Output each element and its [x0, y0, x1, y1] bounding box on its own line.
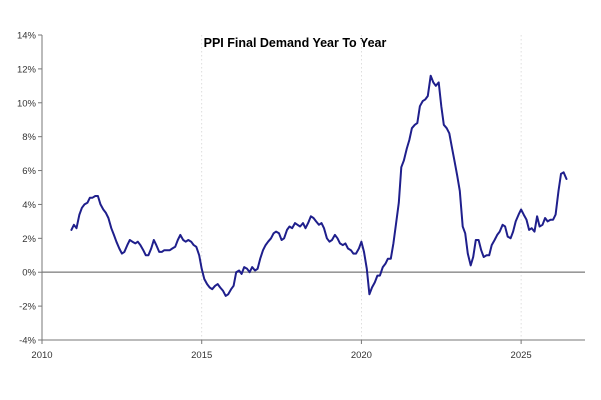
y-tick-label: 8% — [22, 132, 36, 143]
y-tick-label: 10% — [17, 98, 37, 109]
y-tick-label: 4% — [22, 200, 36, 211]
series-line-ppi — [70, 74, 568, 297]
y-tick-label: -2% — [19, 302, 36, 313]
x-tick-label: 2020 — [351, 350, 372, 361]
y-tick-label: -4% — [19, 336, 36, 347]
x-tick-label: 2025 — [511, 350, 532, 361]
y-tick-label: 12% — [17, 64, 37, 75]
y-axis-ticks: -4% -2% 0% 2% 4% 6% 8% 10% 12% 14% — [17, 31, 42, 347]
y-tick-label: 2% — [22, 234, 36, 245]
series-layer — [70, 74, 568, 297]
y-tick-label: 6% — [22, 166, 36, 177]
y-tick-label: 0% — [22, 268, 36, 279]
x-tick-label: 2010 — [31, 350, 52, 361]
y-tick-label: 14% — [17, 31, 37, 42]
chart-title: PPI Final Demand Year To Year — [204, 36, 387, 50]
x-tick-label: 2015 — [191, 350, 212, 361]
